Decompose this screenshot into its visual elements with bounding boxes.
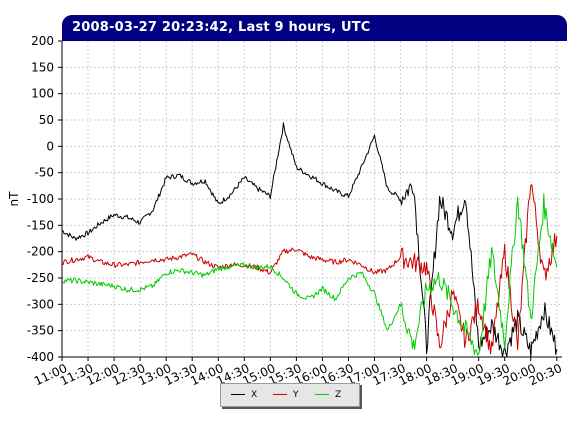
title-bar bbox=[62, 15, 567, 41]
y-tick-label: -200 bbox=[27, 245, 54, 259]
legend: X Y Z bbox=[220, 383, 360, 407]
legend-swatch-z bbox=[315, 394, 329, 395]
y-tick-label: -300 bbox=[27, 297, 54, 311]
y-axis-label: nT bbox=[7, 191, 21, 207]
legend-label-z: Z bbox=[335, 390, 342, 400]
y-tick-label: 200 bbox=[31, 34, 54, 48]
y-tick-label: -400 bbox=[27, 350, 54, 364]
legend-item-x: X bbox=[231, 389, 257, 401]
y-tick-labels: 200 150 100 50 0 -50 -100 -150 -200 -250 -300 -350 -… bbox=[27, 34, 62, 364]
y-tick-label: 100 bbox=[31, 87, 54, 101]
series-line-z bbox=[61, 193, 558, 356]
chart-title: 2008-03-27 20:23:42, Last 9 hours, UTC bbox=[72, 20, 371, 35]
y-tick-label: 150 bbox=[31, 60, 54, 74]
legend-item-z: Z bbox=[315, 389, 341, 401]
grid bbox=[62, 40, 562, 357]
legend-swatch-y bbox=[273, 394, 287, 395]
y-tick-label: -350 bbox=[27, 324, 54, 338]
y-tick-label: -150 bbox=[27, 218, 54, 232]
y-tick-label: 0 bbox=[46, 139, 54, 153]
series-lines bbox=[61, 122, 558, 358]
series-line-x bbox=[61, 122, 558, 358]
series-line-y bbox=[61, 184, 558, 355]
legend-item-y: Y bbox=[273, 389, 299, 401]
legend-label-y: Y bbox=[293, 390, 299, 400]
y-tick-label: -250 bbox=[27, 271, 54, 285]
legend-label-x: X bbox=[251, 390, 258, 400]
legend-swatch-x bbox=[231, 394, 245, 395]
y-tick-label: -50 bbox=[34, 166, 54, 180]
y-tick-label: -100 bbox=[27, 192, 54, 206]
y-tick-label: 50 bbox=[39, 113, 54, 127]
